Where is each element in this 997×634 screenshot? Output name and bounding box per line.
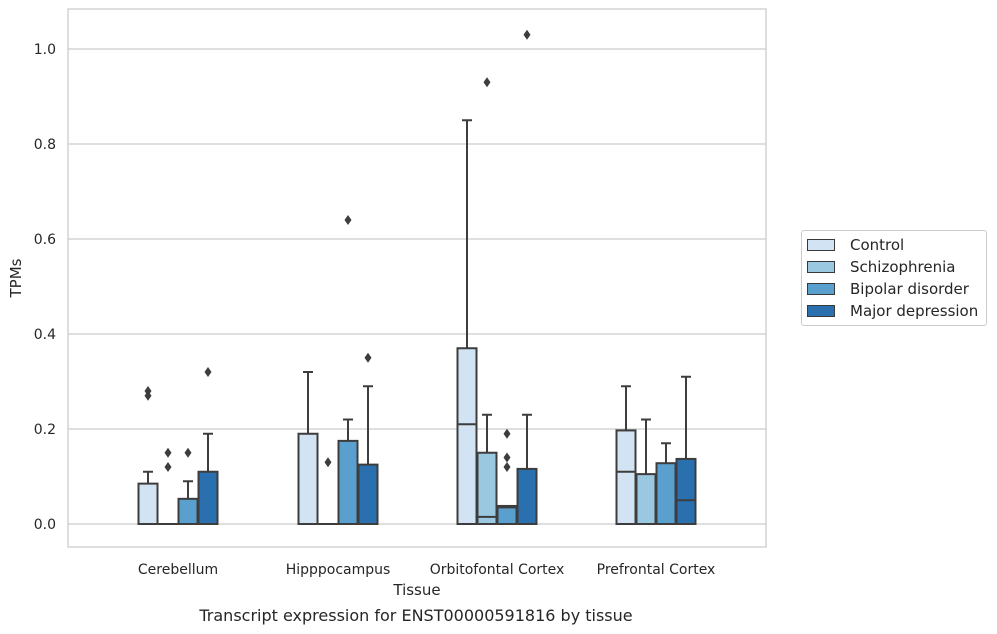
outlier-point (204, 367, 212, 377)
chart-caption: Transcript expression for ENST0000059181… (199, 606, 633, 625)
outlier-point (324, 457, 332, 468)
legend: Control Schizophrenia Bipolar disorder M… (801, 230, 987, 326)
legend-item-bipolar-disorder: Bipolar disorder (807, 280, 969, 298)
box-schizophrenia (317, 457, 339, 526)
outlier-point (503, 452, 511, 463)
box-control (297, 371, 319, 525)
x-tick-label: Hipppocampus (286, 562, 391, 578)
box-schizophrenia (635, 418, 657, 525)
box-major-depression (675, 375, 697, 525)
legend-label-control: Control (850, 236, 905, 254)
box-control (137, 386, 159, 525)
legend-item-control: Control (807, 236, 904, 254)
box-body (476, 451, 498, 525)
outlier-point (503, 462, 511, 472)
y-tick-label: 0.4 (34, 327, 56, 343)
outlier-point (503, 428, 511, 439)
box-major-depression (516, 29, 538, 525)
x-tick-label: Cerebellum (138, 562, 218, 578)
box-bipolar-disorder (496, 428, 518, 526)
x-tick-label: Orbitofontal Cortex (430, 562, 565, 578)
legend-swatch-schizophrenia (807, 261, 835, 273)
box-body (516, 467, 538, 525)
box-body (337, 439, 359, 525)
y-tick-label: 0.2 (34, 422, 56, 438)
legend-item-major-depression: Major depression (807, 302, 978, 320)
box-body (297, 432, 319, 525)
y-axis-label: TPMs (7, 258, 25, 298)
legend-label-major-depression: Major depression (850, 302, 979, 320)
y-tick-labels: 0.0 0.2 0.4 0.6 0.8 1.0 (34, 42, 56, 533)
box-body (635, 473, 657, 525)
outlier-point (144, 386, 152, 396)
y-tick-label: 0.8 (34, 137, 56, 153)
outlier-point (364, 352, 372, 363)
legend-swatch-major-depression (807, 305, 835, 317)
x-axis-label: Tissue (392, 581, 440, 599)
box-body (655, 462, 677, 526)
box-body (357, 463, 379, 525)
x-tick-labels: Cerebellum Hipppocampus Orbitofontal Corte… (138, 562, 715, 578)
box-control (615, 385, 637, 525)
box-schizophrenia (157, 447, 179, 526)
y-tick-label: 0.6 (34, 232, 56, 248)
legend-swatch-control (807, 239, 835, 251)
y-tick-label: 1.0 (34, 42, 56, 58)
legend-swatch-bipolar-disorder (807, 283, 835, 295)
box-bipolar-disorder (177, 447, 199, 526)
outlier-point (344, 215, 352, 225)
legend-item-schizophrenia: Schizophrenia (807, 258, 955, 276)
y-tick-label: 0.0 (34, 517, 56, 533)
plot-frame (67, 8, 767, 548)
box-body (675, 457, 697, 525)
box-body (615, 429, 637, 525)
box-body (197, 470, 219, 525)
gridlines (68, 48, 766, 525)
box-body (456, 347, 478, 525)
box-body (496, 504, 518, 526)
x-tick-label: Prefrontal Cortex (597, 562, 716, 578)
outlier-point (164, 447, 172, 458)
outlier-point (523, 29, 531, 40)
outlier-point (184, 447, 192, 458)
box-body (177, 497, 199, 526)
box-bipolar-disorder (655, 442, 677, 526)
outlier-point (483, 77, 491, 88)
legend-label-bipolar-disorder: Bipolar disorder (850, 280, 969, 298)
box-body (137, 482, 159, 525)
box-control (456, 119, 478, 525)
box-groups (137, 29, 697, 526)
box-major-depression (197, 367, 219, 525)
box-schizophrenia (476, 77, 498, 525)
box-major-depression (357, 352, 379, 525)
legend-label-schizophrenia: Schizophrenia (850, 258, 956, 276)
box-bipolar-disorder (337, 215, 359, 525)
outlier-point (164, 462, 172, 472)
